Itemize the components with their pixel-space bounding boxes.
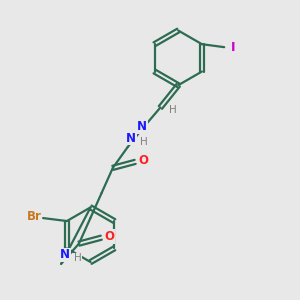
Text: O: O xyxy=(105,230,115,243)
Text: N: N xyxy=(137,120,147,133)
Text: N: N xyxy=(60,248,70,261)
Text: N: N xyxy=(126,132,136,145)
Text: H: H xyxy=(169,105,177,115)
Text: H: H xyxy=(74,254,82,263)
Text: H: H xyxy=(140,137,148,147)
Text: Br: Br xyxy=(27,210,42,224)
Text: O: O xyxy=(139,154,148,167)
Text: I: I xyxy=(231,41,236,54)
